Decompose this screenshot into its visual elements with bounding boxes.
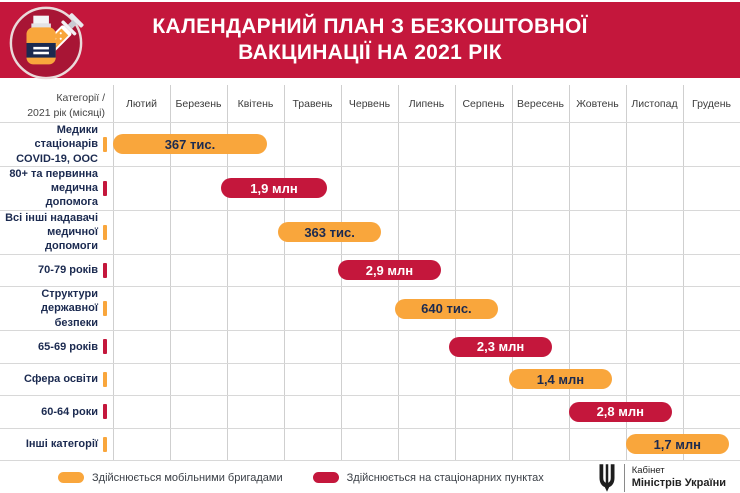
gantt-bar: 2,8 млн [569,401,672,422]
gantt-bar: 1,7 млн [626,434,729,455]
category-label: Інші категорії [25,438,98,451]
month-label: Липень [408,97,445,110]
gantt-bar: 363 тис. [278,222,381,243]
page-title: КАЛЕНДАРНИЙ ПЛАН З БЕЗКОШТОВНОЇ ВАКЦИНАЦ… [152,14,587,67]
chart-body: Медики стаціонарів COVID-19, ООС 367 тис.… [0,123,740,461]
org-name-line1: Кабінет [631,464,665,476]
ukraine-trident-icon [599,463,615,492]
category-row: 80+ та первинна медична допомога 1,9 млн [0,166,740,211]
category-label: 60-64 роки [41,405,98,418]
category-tick [103,262,107,278]
month-label: Квітень [237,97,274,110]
row-plot-area: 363 тис. [113,210,740,254]
gantt-bar: 640 тис. [395,298,498,319]
org-name-line2: Міністрів України [631,476,726,489]
gantt-chart: Категорії / 2021 рік (місяці) Лютий Берез… [0,85,740,461]
row-plot-area: 1,7 млн [113,428,740,460]
category-label: Структури державної безпеки [41,288,98,329]
month-label: Лютий [125,97,158,110]
month-label: Травень [292,97,333,110]
category-row: Всі інші надавачі медичної допомоги 363 т… [0,210,740,255]
category-row: Сфера освіти 1,4 млн [0,363,740,397]
month-label: Серпень [462,97,505,110]
month-label: Листопад [631,97,678,110]
row-plot-area: 367 тис. [113,123,740,166]
month-columns: Лютий Березень Квітень Травень Червень Липень… [113,85,740,122]
category-row: Інші категорії 1,7 млн [0,428,740,461]
category-tick [103,339,107,355]
legend-label-stationary: Здійснюється на стаціонарних пунктах [346,471,544,484]
logo-divider [623,463,625,492]
legend-label-mobile: Здійснюється мобільними бригадами [92,471,283,484]
month-label: Червень [348,97,391,110]
category-tick [103,436,107,452]
category-label: 70-79 років [38,264,98,277]
category-tick [103,180,107,196]
legend: Здійснюється мобільними бригадами Здійсн… [0,462,740,493]
category-row: Медики стаціонарів COVID-19, ООС 367 тис. [0,123,740,167]
category-tick [103,404,107,420]
month-label: Вересень [517,97,564,110]
category-row: 70-79 років 2,9 млн [0,254,740,288]
page-title-line2: ВАКЦИНАЦІЇ НА 2021 РІК [238,41,502,64]
row-plot-area: 1,4 млн [113,363,740,396]
row-plot-area: 1,9 млн [113,166,740,210]
gantt-bar: 1,9 млн [221,178,327,199]
corner-label: Категорії / 2021 рік (місяці) [0,85,113,122]
month-header-row: Категорії / 2021 рік (місяці) Лютий Берез… [0,85,740,123]
category-label: 80+ та первинна медична допомога [9,167,98,209]
row-plot-area: 2,9 млн [113,254,740,287]
category-row: 60-64 роки 2,8 млн [0,396,740,429]
cabinet-of-ministers-logo: Кабінет Міністрів України [597,462,726,493]
legend-swatch [312,472,339,483]
category-tick [103,136,107,152]
legend-item-stationary: Здійснюється на стаціонарних пунктах [312,471,544,484]
month-label: Жовтень [576,97,619,110]
category-label: 65-69 років [38,340,98,353]
category-row: Структури державної безпеки 640 тис. [0,287,740,332]
corner-label-line1: Категорії / [56,92,105,105]
category-row: 65-69 років 2,3 млн [0,331,740,364]
row-plot-area: 2,8 млн [113,396,740,428]
month-label: Грудень [692,97,731,110]
row-plot-area: 640 тис. [113,287,740,331]
category-label: Медики стаціонарів COVID-19, ООС [16,124,98,165]
category-tick [103,371,107,387]
header-band: КАЛЕНДАРНИЙ ПЛАН З БЕЗКОШТОВНОЇ ВАКЦИНАЦ… [0,2,740,78]
category-label: Всі інші надавачі медичної допомоги [5,211,98,253]
page-title-line1: КАЛЕНДАРНИЙ ПЛАН З БЕЗКОШТОВНОЇ [152,14,588,38]
month-label: Березень [175,97,222,110]
gantt-bar: 367 тис. [113,134,267,155]
org-name: Кабінет Міністрів України [631,464,726,490]
row-plot-area: 2,3 млн [113,331,740,363]
category-tick [103,301,107,317]
gantt-bar: 2,9 млн [338,260,441,281]
category-label: Сфера освіти [24,373,98,386]
legend-swatch [58,472,84,483]
category-tick [103,224,107,240]
legend-item-mobile: Здійснюється мобільними бригадами [58,472,283,484]
vaccine-vial-and-syringe-icon [9,6,84,80]
gantt-bar: 1,4 млн [509,369,612,390]
gantt-bar: 2,3 млн [449,336,552,357]
corner-label-line2: 2021 рік (місяці) [27,106,105,119]
